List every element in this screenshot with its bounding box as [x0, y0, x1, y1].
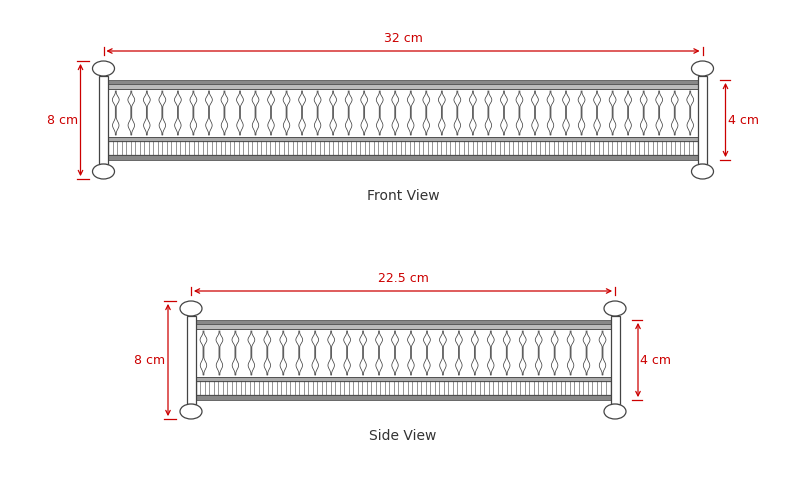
Text: 32 cm: 32 cm: [384, 32, 422, 45]
Text: 8 cm: 8 cm: [47, 113, 78, 127]
Bar: [196, 324, 610, 329]
Ellipse shape: [604, 301, 626, 316]
Bar: [108, 89, 698, 137]
Ellipse shape: [180, 404, 202, 419]
Text: 4 cm: 4 cm: [728, 113, 759, 127]
Bar: [108, 155, 698, 160]
Ellipse shape: [93, 61, 114, 76]
Bar: [186, 316, 196, 404]
Bar: [196, 377, 610, 381]
Text: Side View: Side View: [369, 429, 437, 443]
Bar: [196, 329, 610, 377]
Ellipse shape: [93, 164, 114, 179]
Bar: [196, 381, 610, 395]
Text: 22.5 cm: 22.5 cm: [377, 272, 429, 285]
Bar: [108, 141, 698, 155]
Text: 4 cm: 4 cm: [641, 353, 671, 366]
Text: 8 cm: 8 cm: [135, 353, 165, 366]
Ellipse shape: [604, 404, 626, 419]
Bar: [108, 137, 698, 141]
Bar: [196, 395, 610, 400]
Ellipse shape: [692, 164, 713, 179]
Text: Front View: Front View: [367, 189, 439, 203]
Ellipse shape: [180, 301, 202, 316]
Bar: [610, 316, 620, 404]
Bar: [108, 84, 698, 89]
Bar: [99, 76, 108, 164]
Ellipse shape: [692, 61, 713, 76]
Bar: [196, 320, 610, 324]
Bar: [108, 80, 698, 84]
Bar: [698, 76, 707, 164]
